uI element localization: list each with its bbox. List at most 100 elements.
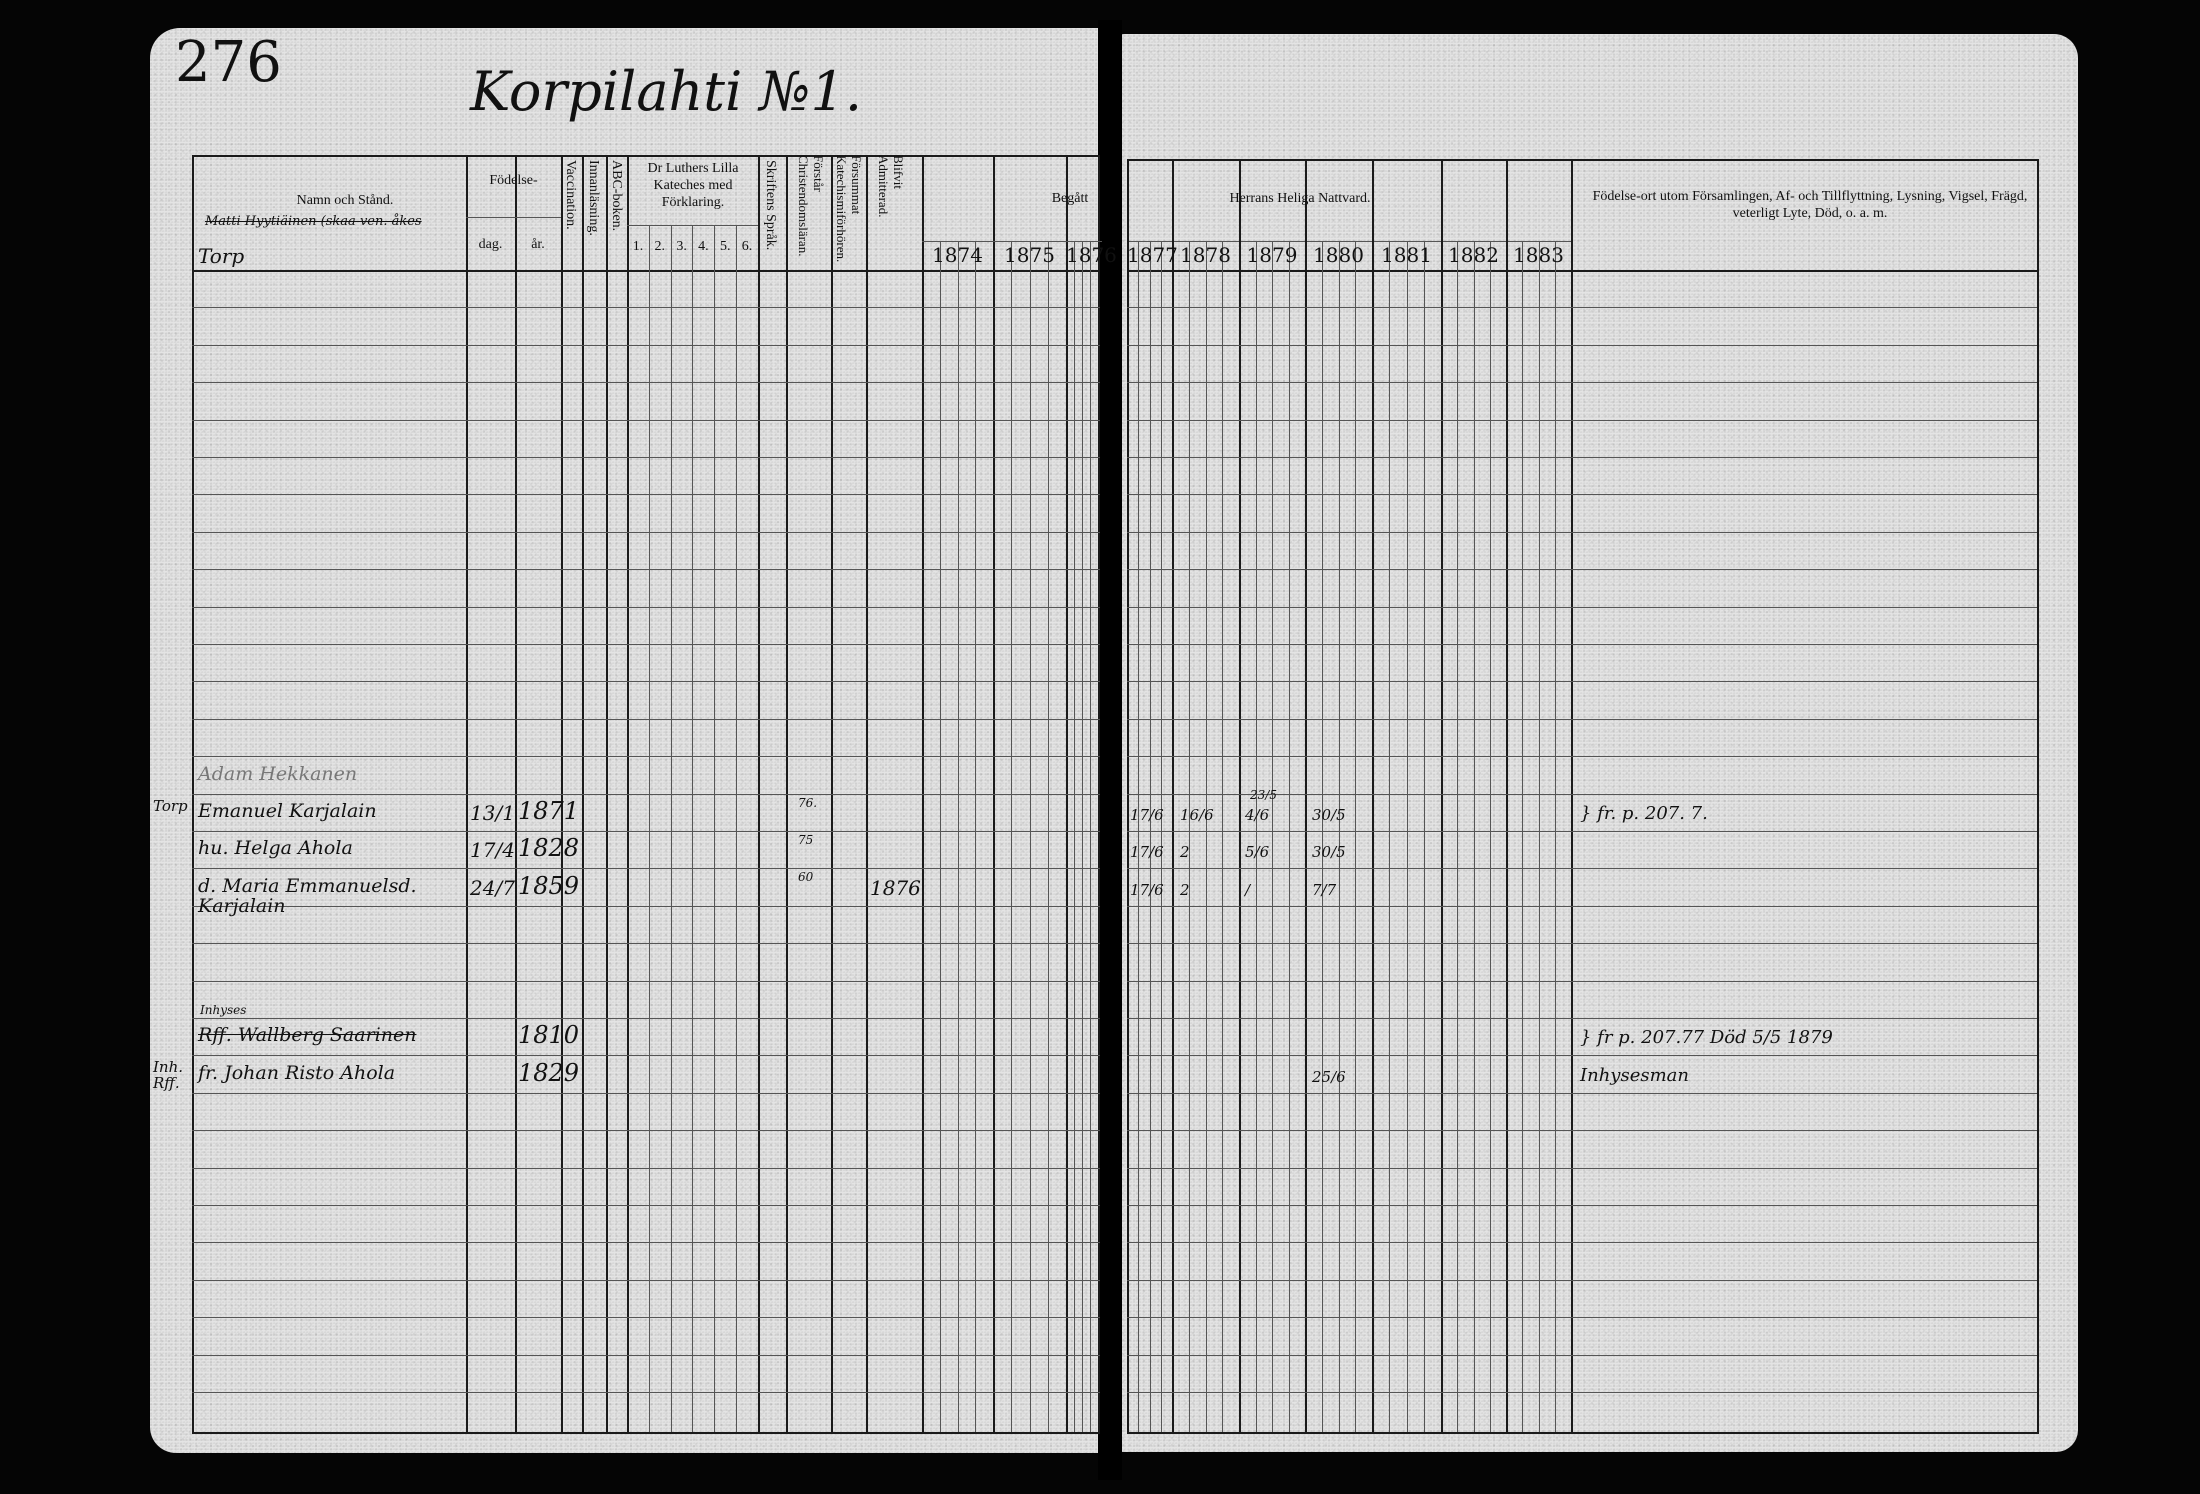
year-subcolumn-rule — [1554, 241, 1556, 1432]
column-rule — [831, 155, 833, 1432]
entry-admitted: 1876 — [870, 875, 921, 900]
column-rule — [1066, 155, 1068, 1432]
luther-part-rule — [670, 225, 672, 1432]
row-rule — [192, 980, 1100, 982]
entry-c1878: 2 — [1180, 880, 1190, 899]
year-subcolumn-rule — [1473, 241, 1475, 1432]
column-rule — [1239, 159, 1241, 1432]
entry-c1880: 25/6 — [1312, 1067, 1346, 1086]
entry-remark: } fr p. 207.77 Död 5/5 1879 — [1580, 1027, 1833, 1049]
entry-year: 1859 — [518, 871, 580, 900]
table-bottom-rule — [192, 1432, 1100, 1434]
row-rule — [192, 1018, 1100, 1019]
row-rule — [192, 569, 1100, 571]
row-rule — [192, 644, 1100, 645]
row-rule — [1127, 793, 2037, 795]
entry-c1879: 5/6 — [1245, 843, 1270, 862]
entry-margin: Torp — [153, 796, 188, 815]
year-subcolumn-rule — [1047, 241, 1049, 1432]
row-rule — [192, 1242, 1100, 1244]
row-rule — [1127, 1018, 2037, 1019]
header-vaccination: Vaccination. — [563, 160, 578, 230]
entry-name: Emanuel Karjalain — [198, 800, 377, 822]
header-communion: Herrans Heliga Nattvard. — [1229, 191, 1371, 206]
row-rule — [1127, 980, 2037, 982]
row-rule — [1127, 382, 2037, 384]
row-rule — [192, 868, 1100, 870]
year-subcolumn-rule — [957, 241, 959, 1432]
header-abc-book: ABC-boken. — [609, 160, 624, 232]
year-subcolumn-rule — [1205, 241, 1207, 1432]
header-remarks: Födelse-ort utom Församlingen, Af- och T… — [1592, 189, 2028, 221]
entry-name: Adam Hekkanen — [198, 762, 358, 785]
header-luther-part: 5. — [719, 239, 731, 254]
year-row-rule — [1127, 241, 1571, 242]
entry-c1878: 16/6 — [1180, 806, 1214, 824]
header-luther-part: 1. — [632, 239, 644, 254]
entry-day: 13/1 — [470, 801, 515, 825]
row-rule — [1127, 1130, 2037, 1132]
table-top-rule — [192, 155, 1100, 157]
row-rule — [192, 1130, 1100, 1132]
header-communion-left: Begått — [1051, 191, 1089, 206]
year-column-label: 1874 — [932, 243, 983, 267]
year-subcolumn-rule — [1074, 241, 1075, 1432]
parish-title: Korpilahti №1. — [470, 60, 863, 123]
row-rule — [192, 831, 1100, 832]
year-subcolumn-rule — [1423, 241, 1425, 1432]
year-subcolumn-rule — [1288, 241, 1290, 1432]
row-rule — [1127, 1279, 2037, 1281]
entry-c1880: 7/7 — [1312, 880, 1337, 899]
header-reading: Innanläsning. — [586, 160, 601, 236]
entry-name: fr. Johan Risto Ahola — [198, 1061, 396, 1084]
table-top-rule — [1127, 159, 2039, 161]
row-rule — [192, 793, 1100, 795]
row-rule — [1127, 531, 2037, 533]
year-subcolumn-rule — [1272, 241, 1273, 1432]
entry-day: 17/4 — [470, 838, 515, 863]
column-rule — [1098, 155, 1100, 1432]
entry-c1877: 17/6 — [1130, 806, 1164, 824]
header-missed: Försummat Katechismiförhören. — [834, 155, 864, 263]
header-luther-part: 3. — [676, 239, 687, 254]
year-subcolumn-rule — [1138, 241, 1140, 1432]
year-column-label: 1881 — [1381, 243, 1432, 267]
row-rule — [1127, 1092, 2037, 1094]
year-subcolumn-rule — [1029, 241, 1031, 1432]
column-rule — [627, 155, 629, 1432]
column-rule — [1305, 159, 1307, 1432]
column-rule — [561, 155, 563, 1432]
year-subcolumn-rule — [1522, 241, 1524, 1432]
column-rule — [1372, 159, 1374, 1432]
year-subcolumn-rule — [975, 241, 977, 1432]
row-rule — [192, 1392, 1100, 1393]
column-rule — [922, 155, 924, 1432]
entry-understands: 60 — [798, 870, 814, 885]
row-rule — [192, 1167, 1100, 1169]
row-rule — [1127, 1392, 2037, 1393]
year-subcolumn-rule — [1355, 241, 1357, 1432]
header-luther-part: 6. — [741, 239, 753, 254]
row-rule — [1127, 1242, 2037, 1244]
column-rule — [993, 155, 995, 1432]
year-subcolumn-rule — [1255, 241, 1257, 1432]
table-bottom-rule — [1127, 1432, 2039, 1434]
column-rule — [466, 155, 468, 1432]
luther-part-rule — [714, 225, 716, 1432]
year-subcolumn-rule — [1489, 241, 1491, 1432]
book-gutter — [1098, 20, 1122, 1480]
header-margin-note: Torp — [198, 244, 245, 268]
row-rule — [192, 718, 1100, 720]
year-subcolumn-rule — [1160, 241, 1162, 1432]
header-luther: Dr Luthers Lilla Kateches med Förklaring… — [647, 161, 739, 210]
header-luther-part: 4. — [698, 239, 709, 254]
entry-day: 24/7 — [470, 875, 515, 900]
row-rule — [1127, 756, 2037, 758]
year-column-label: 1880 — [1313, 243, 1364, 267]
year-column-label: 1882 — [1448, 243, 1499, 267]
entry-year: 1810 — [518, 1021, 580, 1050]
row-rule — [1127, 569, 2037, 571]
entry-name: Rff. Wallberg Saarinen — [198, 1024, 417, 1047]
year-column-label: 1883 — [1513, 243, 1564, 267]
